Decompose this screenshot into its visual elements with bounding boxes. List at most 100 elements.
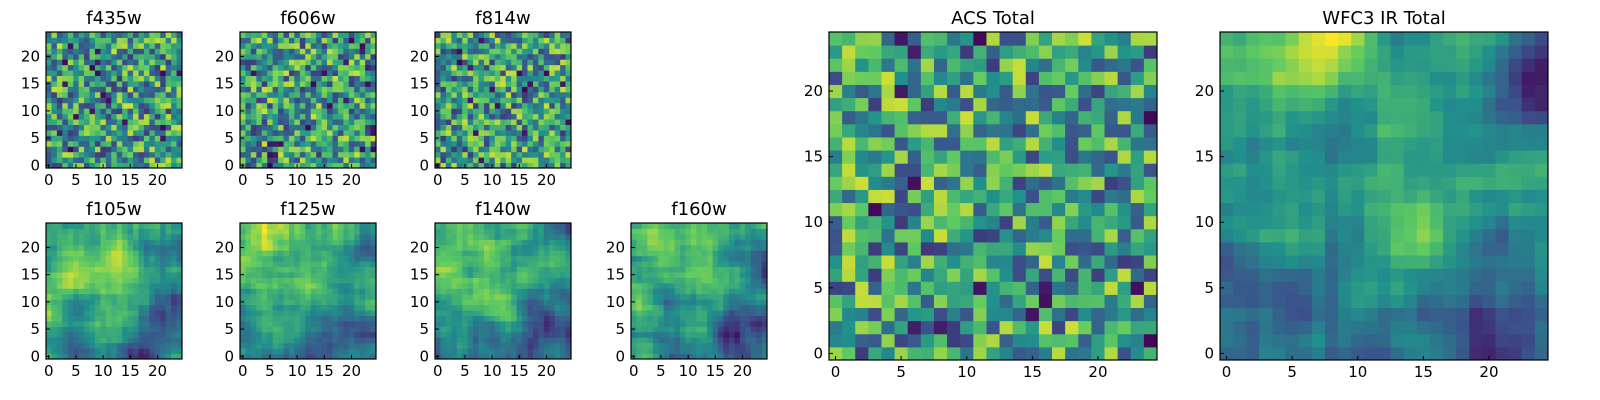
- heatmap-cell: [370, 255, 377, 262]
- heatmap-cell: [256, 266, 263, 273]
- heatmap-cell: [56, 70, 63, 77]
- heatmap-cell: [245, 299, 252, 306]
- heatmap-cell: [505, 282, 512, 289]
- heatmap-cell: [554, 135, 561, 142]
- heatmap-cell: [456, 97, 463, 104]
- heatmap-cell: [256, 282, 263, 289]
- heatmap-cell: [111, 91, 118, 98]
- heatmap-cell: [111, 108, 118, 115]
- heatmap-cell: [855, 228, 869, 243]
- heatmap-cell: [165, 97, 172, 104]
- heatmap-cell: [868, 202, 882, 217]
- heatmap-cell: [701, 299, 708, 306]
- heatmap-cell: [294, 135, 301, 142]
- heatmap-cell: [365, 140, 372, 147]
- heatmap-cell: [933, 189, 948, 204]
- heatmap-cell: [105, 53, 112, 60]
- heatmap-cell: [511, 271, 518, 278]
- heatmap-cell: [56, 75, 63, 82]
- heatmap-cell: [299, 293, 306, 300]
- heatmap-cell: [462, 86, 469, 93]
- y-tick-label: 0: [224, 347, 234, 365]
- heatmap-cell: [332, 293, 339, 300]
- heatmap-cell: [327, 244, 333, 251]
- heatmap-cell: [723, 233, 730, 240]
- heatmap-cell: [310, 331, 317, 338]
- heatmap-cell: [278, 261, 285, 268]
- heatmap-cell: [467, 239, 474, 246]
- heatmap-cell: [67, 48, 74, 55]
- heatmap-cell: [354, 277, 361, 284]
- heatmap-cell: [829, 189, 843, 204]
- heatmap-cell: [1117, 255, 1132, 269]
- heatmap-cell: [127, 288, 134, 295]
- heatmap-cell: [451, 80, 458, 87]
- heatmap-cell: [745, 299, 752, 306]
- heatmap-cell: [149, 337, 156, 344]
- heatmap-cell: [489, 157, 496, 164]
- heatmap-cell: [467, 86, 474, 93]
- heatmap-cell: [658, 310, 665, 316]
- heatmap-cell: [451, 91, 458, 98]
- heatmap-cell: [122, 315, 129, 322]
- heatmap-cell: [343, 277, 350, 284]
- heatmap-cell: [122, 250, 129, 257]
- heatmap-cell: [310, 293, 317, 300]
- heatmap-cell: [761, 299, 768, 306]
- heatmap-cell: [734, 348, 741, 355]
- heatmap-cell: [483, 124, 490, 131]
- heatmap-cell: [359, 119, 366, 125]
- heatmap-cell: [554, 70, 561, 77]
- heatmap-cell: [111, 233, 118, 240]
- heatmap-cell: [494, 75, 501, 82]
- heatmap-cell: [538, 146, 545, 153]
- heatmap-cell: [261, 326, 268, 333]
- heatmap-cell: [261, 86, 268, 93]
- heatmap-cell: [440, 223, 447, 229]
- heatmap-cell: [165, 64, 172, 71]
- heatmap-cell: [522, 342, 528, 349]
- heatmap-cell: [154, 348, 161, 355]
- heatmap-cell: [149, 239, 156, 246]
- heatmap-cell: [631, 348, 637, 355]
- heatmap-cell: [160, 48, 167, 55]
- heatmap-cell: [171, 97, 178, 104]
- heatmap-cell: [365, 266, 372, 273]
- heatmap-cell: [267, 223, 274, 229]
- heatmap-cell: [522, 42, 528, 49]
- heatmap-cell: [494, 135, 501, 142]
- heatmap-cell: [348, 140, 355, 147]
- heatmap-cell: [343, 250, 350, 257]
- heatmap-cell: [522, 337, 528, 344]
- heatmap-cell: [933, 202, 948, 217]
- heatmap-cell: [756, 320, 763, 327]
- heatmap-cell: [565, 119, 572, 125]
- y-tick-label: 5: [419, 129, 429, 147]
- heatmap-cell: [46, 348, 52, 355]
- heatmap-cell: [462, 337, 469, 344]
- heatmap-cell: [105, 157, 112, 164]
- heatmap-cell: [283, 146, 290, 153]
- heatmap-cell: [1025, 136, 1040, 151]
- heatmap-cell: [133, 113, 139, 120]
- heatmap-cell: [305, 162, 312, 169]
- heatmap-cell: [321, 271, 328, 278]
- heatmap-cell: [707, 223, 714, 229]
- heatmap-cell: [337, 331, 344, 338]
- heatmap-cell: [310, 304, 317, 311]
- heatmap-cell: [868, 123, 882, 138]
- heatmap-cell: [143, 326, 150, 333]
- heatmap-cell: [138, 293, 145, 300]
- heatmap-cell: [51, 250, 58, 257]
- heatmap-cell: [67, 320, 74, 327]
- heatmap-cell: [543, 119, 550, 125]
- heatmap-cell: [78, 53, 85, 60]
- heatmap-cell: [641, 315, 648, 322]
- heatmap-cell: [73, 337, 80, 344]
- heatmap-cell: [462, 70, 469, 77]
- heatmap-cell: [51, 342, 58, 349]
- heatmap-cell: [149, 233, 156, 240]
- heatmap-cell: [116, 124, 123, 131]
- heatmap-cell: [283, 162, 290, 169]
- heatmap-cell: [554, 42, 561, 49]
